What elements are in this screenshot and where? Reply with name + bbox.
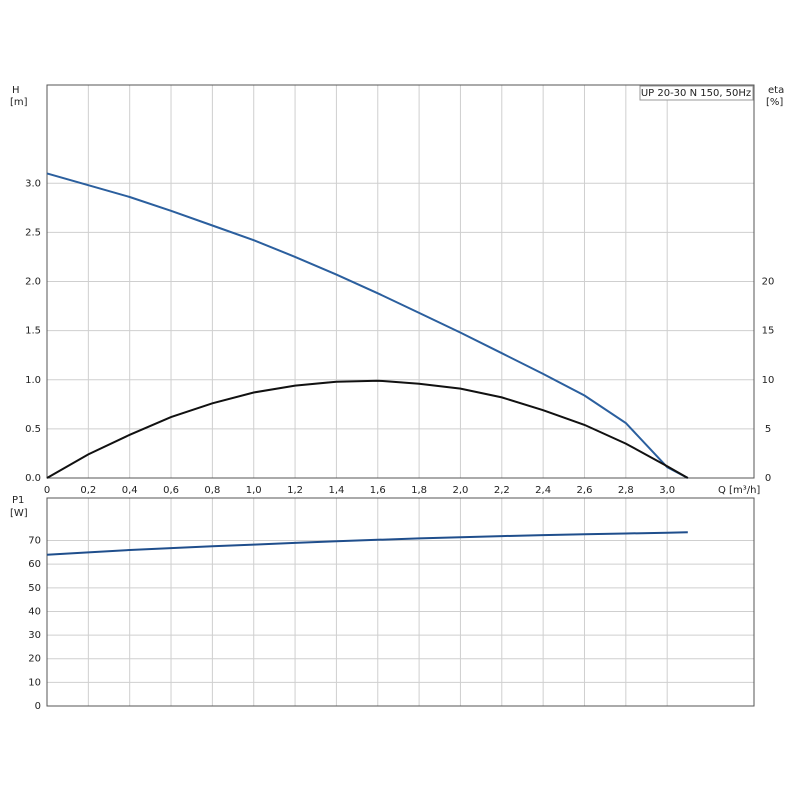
x-tick-label: 1,0 xyxy=(246,485,262,496)
y2-tick-label: 5 xyxy=(765,424,771,435)
y2-tick-label: 0 xyxy=(765,473,771,484)
y-tick-label: 50 xyxy=(28,583,41,594)
x-tick-label: 0 xyxy=(44,485,50,496)
y2-tick-label: 20 xyxy=(762,277,775,288)
x-tick-label: 1,4 xyxy=(328,485,344,496)
x-tick-label: 0,2 xyxy=(80,485,96,496)
series-line xyxy=(46,531,688,556)
y-axis-label: P1 xyxy=(12,495,24,506)
y-axis-label: H xyxy=(12,85,20,96)
plot-frame xyxy=(46,84,755,479)
y-tick-label: 1.5 xyxy=(25,326,41,337)
x-tick-label: 1,6 xyxy=(370,485,386,496)
y2-tick-label: 10 xyxy=(762,375,775,386)
y-axis-unit: [m] xyxy=(10,97,28,108)
chart-title: UP 20-30 N 150, 50Hz xyxy=(641,88,751,99)
x-tick-label: 3,0 xyxy=(659,485,675,496)
y-tick-label: 10 xyxy=(28,677,41,688)
y-tick-label: 20 xyxy=(28,654,41,665)
y-tick-label: 70 xyxy=(28,536,41,547)
series-line xyxy=(46,379,689,479)
y-tick-label: 3.0 xyxy=(25,178,41,189)
x-tick-label: 0,4 xyxy=(122,485,138,496)
y-tick-label: 2.0 xyxy=(25,277,41,288)
y-axis-unit: [W] xyxy=(10,508,28,519)
y-tick-label: 0 xyxy=(35,701,41,712)
y-tick-label: 2.5 xyxy=(25,227,41,238)
x-tick-label: 2,0 xyxy=(452,485,468,496)
x-tick-label: 1,2 xyxy=(287,485,303,496)
x-tick-label: 0,6 xyxy=(163,485,179,496)
y-tick-label: 40 xyxy=(28,606,41,617)
title-box xyxy=(639,85,754,101)
plot-frame xyxy=(46,497,755,707)
y-tick-label: 60 xyxy=(28,559,41,570)
y2-tick-label: 15 xyxy=(762,326,775,337)
y-tick-label: 30 xyxy=(28,630,41,641)
y-tick-label: 0.0 xyxy=(25,473,41,484)
x-tick-label: 2,4 xyxy=(535,485,551,496)
y2-axis-label: eta xyxy=(768,85,784,96)
x-tick-label: 2,8 xyxy=(618,485,634,496)
x-tick-label: 2,2 xyxy=(494,485,510,496)
x-axis-label: Q [m³/h] xyxy=(718,485,760,496)
x-tick-label: 0,8 xyxy=(204,485,220,496)
series-line xyxy=(46,172,689,479)
x-tick-label: 1,8 xyxy=(411,485,427,496)
y-tick-label: 0.5 xyxy=(25,424,41,435)
x-tick-label: 2,6 xyxy=(577,485,593,496)
y-tick-label: 1.0 xyxy=(25,375,41,386)
y2-axis-unit: [%] xyxy=(766,97,783,108)
